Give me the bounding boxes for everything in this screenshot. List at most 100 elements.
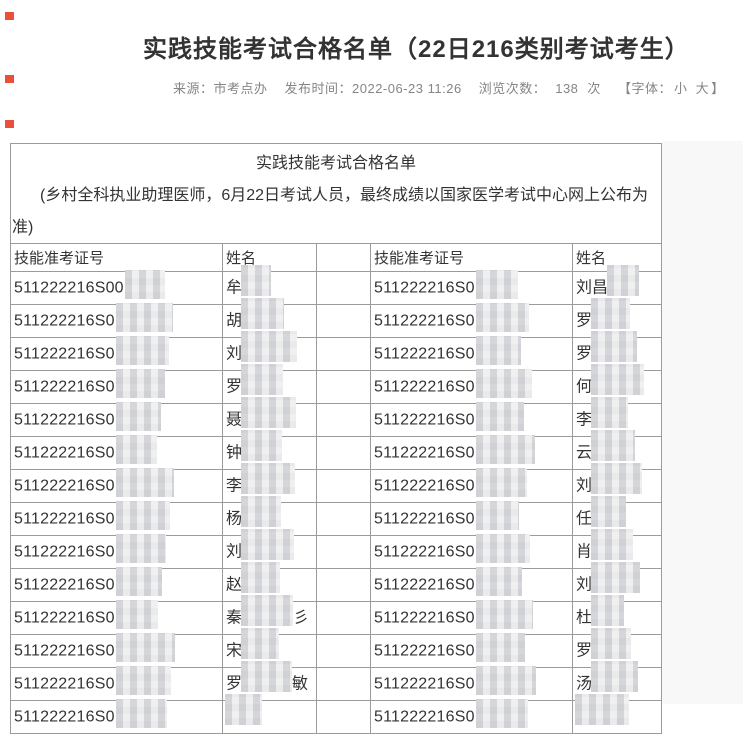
font-smaller-button[interactable]: 小 <box>673 81 688 96</box>
table-row: 511222216S0 秦彡 511222216S0 杜 <box>10 594 663 635</box>
name-text: 秦 <box>226 609 243 627</box>
name-text: 胡 <box>226 312 243 330</box>
name-text: 刘 <box>226 345 243 363</box>
name-text: 刘昌 <box>576 279 609 297</box>
cell-admission-number-right: 511222216S0 <box>370 632 573 668</box>
table-row: 511222216S0 李 511222216S0 刘 <box>10 462 663 503</box>
name-text: 刘 <box>576 477 593 495</box>
censor-mosaic <box>115 599 158 629</box>
cell-admission-number-right: 511222216S0 <box>370 599 573 635</box>
censor-mosaic <box>115 434 157 464</box>
admission-number-prefix: 511222216S0 <box>374 609 475 627</box>
font-larger-button[interactable]: 大 <box>695 81 710 96</box>
table-caption-cell: 实践技能考试合格名单 (乡村全科执业助理医师，6月22日考试人员，最终成绩以国家… <box>9 143 663 244</box>
cell-admission-number-right: 511222216S0 <box>370 401 573 437</box>
name-text: 罗 <box>226 378 243 396</box>
cell-spacer <box>316 304 371 338</box>
cell-admission-number-left: 511222216S0 <box>10 500 223 536</box>
table-row: 511222216S0 刘 511222216S0 罗 <box>10 330 663 371</box>
censor-mosaic <box>475 665 536 695</box>
censor-mosaic <box>115 368 165 398</box>
admission-number-prefix: 511222216S0 <box>374 543 475 561</box>
meta-views: 浏览次数： 138 次 <box>479 81 601 96</box>
table-row: 511222216S0 罗 511222216S0 何 <box>10 363 663 404</box>
censor-mosaic <box>591 363 645 395</box>
censor-mosaic <box>475 599 533 629</box>
cell-admission-number-left: 511222216S0 <box>10 665 223 701</box>
article-meta: 来源：市考点办 发布时间：2022-06-23 11:26 浏览次数： 138 次 【字体… <box>173 78 725 97</box>
table-row: 511222216S0 聂 511222216S0 李 <box>10 396 663 437</box>
name-text: 李 <box>226 477 243 495</box>
table-row: 511222216S0 钟 511222216S0 云 <box>10 429 663 470</box>
table-row: 511222216S0 宋 511222216S0 罗 <box>10 627 663 668</box>
page-title: 实践技能考试合格名单（22日216类别考试考生） <box>143 36 690 64</box>
admission-number-prefix: 511222216S0 <box>374 345 475 363</box>
red-marker-icon <box>5 120 14 128</box>
admission-number-prefix: 511222216S0 <box>14 312 115 330</box>
admission-number-prefix: 511222216S00 <box>14 279 124 297</box>
censor-mosaic <box>115 401 161 431</box>
censor-mosaic <box>475 500 519 530</box>
cell-name-left: 刘 <box>222 330 317 371</box>
censor-mosaic <box>475 302 529 332</box>
admission-number-prefix: 511222216S0 <box>14 576 115 594</box>
name-text: 赵 <box>226 576 243 594</box>
name-suffix: 彡 <box>293 609 310 627</box>
table-caption-row: 实践技能考试合格名单 (乡村全科执业助理医师，6月22日考试人员，最终成绩以国家… <box>9 143 663 244</box>
table-row: 511222216S00 牟 511222216S0 刘昌 <box>10 264 663 305</box>
censor-mosaic <box>124 269 165 299</box>
censor-mosaic <box>241 396 297 428</box>
censor-mosaic <box>241 627 280 659</box>
results-table: 实践技能考试合格名单 (乡村全科执业助理医师，6月22日考试人员，最终成绩以国家… <box>9 143 663 734</box>
table-row: 511222216S0 杨 511222216S0 任 <box>10 495 663 536</box>
admission-number-prefix: 511222216S0 <box>14 609 115 627</box>
header-id-right: 技能准考证号 <box>370 243 573 272</box>
name-text: 肖 <box>576 543 593 561</box>
table-row: 511222216S0 胡 511222216S0 罗 <box>10 297 663 338</box>
cell-admission-number-left: 511222216S0 <box>10 467 223 503</box>
meta-views-unit: 次 <box>587 81 601 96</box>
admission-number-prefix: 511222216S0 <box>374 411 475 429</box>
cell-name-left: 秦彡 <box>222 594 317 635</box>
cell-name-right: 杜 <box>571 594 663 635</box>
name-text: 聂 <box>226 411 243 429</box>
cell-spacer <box>316 403 371 437</box>
cell-admission-number-left: 511222216S0 <box>10 434 223 470</box>
page: { "page": { "title": "实践技能考试合格名单（22日216类… <box>5 12 725 734</box>
red-marker-icon <box>5 12 14 20</box>
censor-mosaic <box>241 561 281 593</box>
censor-mosaic <box>475 269 518 299</box>
cell-admission-number-right: 511222216S0 <box>370 698 573 734</box>
censor-mosaic <box>115 665 171 695</box>
censor-mosaic <box>241 330 298 362</box>
cell-admission-number-left: 511222216S0 <box>10 335 223 371</box>
cell-name-left: 聂 <box>222 396 317 437</box>
name-text: 何 <box>576 378 593 396</box>
table-note-line2: 准) <box>12 219 34 236</box>
cell-spacer <box>316 502 371 536</box>
table-header-row: 技能准考证号 姓名 技能准考证号 姓名 <box>10 243 663 272</box>
admission-number-prefix: 511222216S0 <box>374 708 475 726</box>
name-text: 罗 <box>226 675 243 693</box>
censor-mosaic <box>115 533 166 563</box>
cell-spacer <box>316 370 371 404</box>
cell-name-right: 罗 <box>571 627 663 668</box>
table-note-line1: (乡村全科执业助理医师，6月22日考试人员，最终成绩以国家医学考试中心网上公布为 <box>40 187 649 204</box>
name-text: 任 <box>576 510 593 528</box>
results-table-wrapper: 实践技能考试合格名单 (乡村全科执业助理医师，6月22日考试人员，最终成绩以国家… <box>9 143 663 734</box>
table-row: 511222216S0 罗 敏 511222216S0 汤 <box>10 660 663 701</box>
cell-name-right: 刘 <box>571 462 663 503</box>
censor-mosaic <box>475 632 525 662</box>
cell-spacer <box>316 601 371 635</box>
cell-admission-number-left: 511222216S0 <box>10 698 223 734</box>
table-row: 511222216S0 511222216S0 <box>10 693 663 734</box>
censor-mosaic <box>115 500 170 530</box>
cell-admission-number-right: 511222216S0 <box>370 434 573 470</box>
cell-admission-number-left: 511222216S0 <box>10 368 223 404</box>
cell-admission-number-right: 511222216S0 <box>370 335 573 371</box>
censor-mosaic <box>475 467 527 497</box>
cell-name-left <box>222 693 317 734</box>
admission-number-prefix: 511222216S0 <box>374 279 475 297</box>
censor-mosaic <box>241 297 285 329</box>
cell-admission-number-left: 511222216S0 <box>10 566 223 602</box>
